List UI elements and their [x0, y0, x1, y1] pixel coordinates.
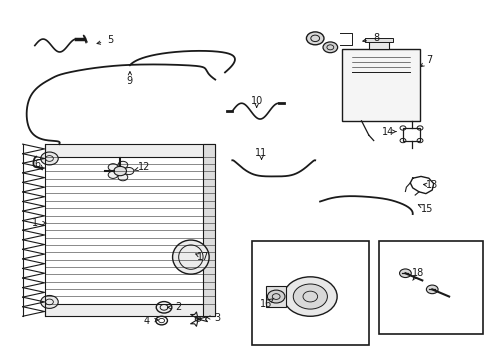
Text: 11: 11 — [255, 148, 267, 158]
Circle shape — [426, 285, 437, 294]
Text: 12: 12 — [138, 162, 150, 172]
Text: 10: 10 — [250, 96, 262, 106]
Text: 2: 2 — [175, 302, 182, 312]
Text: 6: 6 — [34, 159, 40, 169]
Circle shape — [267, 290, 285, 303]
Bar — [365, 38, 392, 42]
Text: 13: 13 — [425, 180, 437, 190]
Bar — [368, 40, 388, 49]
Text: 3: 3 — [214, 313, 220, 323]
Text: 15: 15 — [420, 204, 433, 214]
Text: 17: 17 — [197, 252, 209, 262]
Circle shape — [323, 42, 337, 53]
Circle shape — [118, 174, 127, 181]
Bar — [402, 128, 419, 140]
Circle shape — [41, 152, 58, 165]
Circle shape — [114, 166, 126, 176]
Text: 14: 14 — [382, 127, 394, 136]
Bar — [203, 144, 215, 316]
Bar — [341, 49, 419, 121]
Circle shape — [124, 167, 134, 175]
Bar — [251, 241, 368, 345]
Text: 18: 18 — [410, 268, 423, 278]
Circle shape — [41, 296, 58, 309]
Circle shape — [306, 32, 324, 45]
Bar — [266, 286, 285, 307]
Text: 16: 16 — [260, 299, 272, 309]
Text: 9: 9 — [126, 76, 133, 86]
Bar — [378, 241, 483, 334]
Circle shape — [108, 171, 118, 179]
Circle shape — [118, 161, 127, 168]
Circle shape — [283, 277, 336, 316]
Circle shape — [293, 284, 327, 309]
Bar — [44, 304, 215, 316]
Ellipse shape — [172, 240, 209, 274]
Text: 5: 5 — [107, 35, 113, 45]
Circle shape — [108, 164, 118, 171]
Text: 4: 4 — [143, 316, 150, 325]
Text: 1: 1 — [32, 218, 38, 228]
Text: 7: 7 — [426, 55, 432, 65]
Bar — [44, 144, 215, 157]
Circle shape — [399, 269, 410, 278]
Text: 8: 8 — [372, 33, 378, 43]
